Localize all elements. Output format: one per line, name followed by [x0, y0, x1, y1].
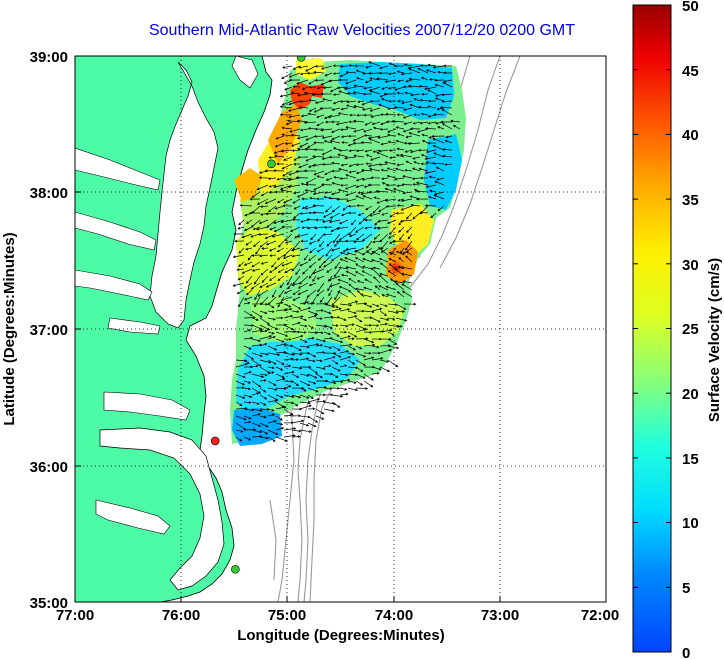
delaware-bay — [231, 56, 259, 89]
y-tick-label: 35:00 — [30, 595, 68, 612]
y-tick-label: 37:00 — [30, 322, 68, 339]
colorbar-tick-label: 10 — [682, 515, 699, 532]
x-tick-label: 72:00 — [581, 607, 619, 624]
x-tick-label: 74:00 — [375, 607, 413, 624]
y-axis-label: Latitude (Degrees:Minutes) — [1, 232, 18, 425]
radar-stations — [210, 56, 306, 574]
colorbar-tick-label: 25 — [682, 321, 699, 338]
colorbar-tick-label: 50 — [682, 0, 699, 15]
colorbar-tick-label: 5 — [682, 580, 690, 597]
radar-station-red — [210, 436, 220, 446]
chesapeake-bay — [149, 61, 219, 329]
colorbar-tick-label: 15 — [682, 451, 699, 468]
x-tick-label: 77:00 — [56, 607, 94, 624]
grid-lines — [75, 56, 606, 602]
radar-station-green — [231, 564, 240, 574]
x-tick-label: 76:00 — [162, 607, 200, 624]
colorbar-tick-label: 35 — [682, 192, 699, 209]
colorbar-tick-label: 0 — [682, 645, 690, 659]
colorbar-tick-label: 40 — [682, 127, 699, 144]
colorbar-tick-label: 20 — [682, 386, 699, 403]
colorbar: 50 45 40 35 30 25 20 15 10 5 0 Surface V… — [632, 0, 723, 659]
y-tick-label: 39:00 — [30, 49, 68, 66]
x-axis-label: Longitude (Degrees:Minutes) — [237, 627, 445, 644]
radar-station-green — [267, 159, 276, 169]
radar-station-green — [296, 56, 306, 62]
map-title: Southern Mid-Atlantic Raw Velocities 200… — [148, 22, 575, 39]
pamlico-sound — [99, 427, 225, 591]
x-tick-label: 75:00 — [268, 607, 306, 624]
colorbar-label: Surface Velocity (cm/s) — [706, 258, 723, 422]
land-mass — [75, 56, 273, 602]
x-tick-label: 73:00 — [481, 607, 519, 624]
colorbar-tick-label: 45 — [682, 63, 699, 80]
colorbar-tick-label: 30 — [682, 257, 699, 274]
y-tick-label: 36:00 — [30, 459, 68, 476]
y-tick-label: 38:00 — [30, 185, 68, 202]
velocity-vectors — [232, 61, 461, 442]
